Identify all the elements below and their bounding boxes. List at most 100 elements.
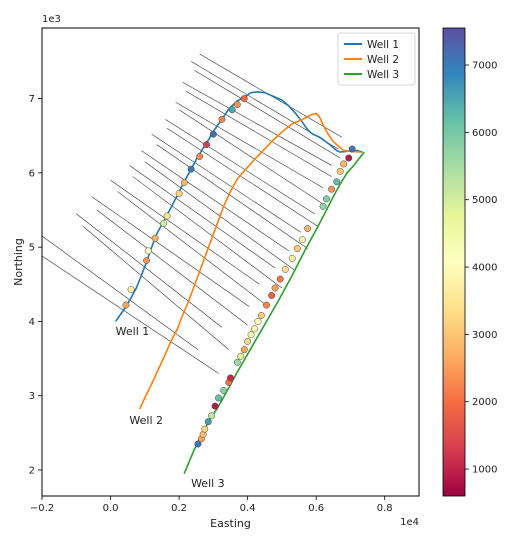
y-tick-label: 2 <box>29 466 35 477</box>
well3-marker <box>251 325 258 333</box>
x-tick-label: 0.6 <box>308 503 324 514</box>
cross-line <box>110 180 260 285</box>
cross-line <box>76 213 223 328</box>
well1-marker <box>228 106 236 114</box>
well1-marker <box>144 247 152 255</box>
well3-marker <box>194 440 202 448</box>
colorbar-tick-label: 5000 <box>472 195 497 206</box>
x-tick-label: 0.8 <box>377 503 393 514</box>
well3-marker <box>271 284 279 292</box>
plot-area-frame <box>41 27 420 497</box>
colorbar-tick-label: 4000 <box>472 263 497 274</box>
well3-marker <box>204 418 212 426</box>
colorbar-tick-label: 3000 <box>472 330 497 341</box>
well1-marker <box>127 286 135 293</box>
x-tick-label: 0.4 <box>240 503 256 514</box>
well1-marker <box>240 95 248 103</box>
well3-marker <box>323 195 330 203</box>
well3-marker <box>336 167 344 175</box>
y-tick-label: 3 <box>29 391 35 402</box>
well3-marker <box>201 425 209 433</box>
well3-marker <box>288 254 296 262</box>
well3-marker <box>328 185 336 193</box>
cross-line <box>165 119 315 214</box>
cross-line <box>129 165 276 269</box>
colorbar-tick-label: 6000 <box>472 128 497 139</box>
colorbar <box>442 27 466 497</box>
well3-marker <box>281 265 289 273</box>
well1-marker <box>203 141 210 149</box>
y-tick-label: 4 <box>29 317 35 328</box>
well3-marker <box>348 145 356 153</box>
x-tick-label: 0.2 <box>171 503 187 514</box>
cross-line-group <box>41 53 343 374</box>
well3-marker <box>304 225 312 233</box>
well3-marker <box>340 160 348 168</box>
colorbar-tick-label: 1000 <box>472 465 497 476</box>
legend-label: Well 3 <box>367 69 399 81</box>
well3-marker <box>299 236 306 244</box>
well1-marker <box>187 165 195 173</box>
cross-line <box>175 102 324 188</box>
cross-line <box>132 176 283 289</box>
x-tick-label: 0.0 <box>103 503 119 514</box>
well3-marker <box>211 402 219 410</box>
legend: Well 1 Well 2 Well 3 <box>337 32 416 86</box>
x-tick-label: −0.2 <box>30 503 54 514</box>
cross-line <box>156 144 308 249</box>
cross-line <box>96 209 248 326</box>
colorbar-tick-label: 7000 <box>472 61 497 72</box>
cross-line <box>41 255 219 374</box>
y-tick-label: 6 <box>29 168 35 179</box>
x-axis: −0.2 0.0 0.2 0.4 0.6 0.8 <box>30 496 393 514</box>
well3-marker <box>319 202 327 210</box>
well-label: Well 3 <box>191 477 225 490</box>
y-axis-label: Northing <box>12 238 25 286</box>
x-axis-label: Easting <box>210 517 251 530</box>
well3-marker <box>333 178 341 186</box>
well1-marker <box>196 153 204 160</box>
well3-marker <box>215 394 222 402</box>
cross-line <box>166 128 319 227</box>
well3-marker <box>244 338 252 345</box>
well1-marker <box>209 130 217 138</box>
legend-label: Well 2 <box>367 54 399 66</box>
well3-marker <box>257 312 265 319</box>
well3-marker <box>247 331 255 339</box>
cross-line <box>151 133 301 233</box>
well1-marker <box>122 301 130 309</box>
well3-marker <box>227 374 234 382</box>
cross-line <box>82 226 229 350</box>
well3-marker <box>240 346 248 354</box>
series-line-well-2 <box>138 112 361 410</box>
well1-marker <box>160 219 168 227</box>
well1-marker <box>233 101 241 108</box>
legend-box <box>337 32 416 86</box>
well1-marker <box>163 212 171 220</box>
well3-marker <box>208 412 216 420</box>
colorbar-tick-label: 2000 <box>472 397 497 408</box>
legend-label: Well 1 <box>367 39 399 51</box>
y-tick-label: 5 <box>29 243 35 254</box>
well3-marker <box>268 291 276 299</box>
well-label: Well 2 <box>129 414 163 427</box>
y-axis-offset-label: 1e3 <box>42 14 61 25</box>
well3-marker <box>345 154 353 162</box>
well3-marker <box>293 245 301 253</box>
well3-marker <box>233 358 241 366</box>
well1-marker <box>180 179 188 186</box>
marker-group <box>122 95 356 448</box>
cross-line <box>91 196 250 307</box>
y-tick-label: 7 <box>29 94 35 105</box>
cross-line <box>178 109 327 207</box>
well3-marker <box>237 352 245 360</box>
cross-line <box>41 235 199 350</box>
cross-line <box>141 150 289 252</box>
well1-marker <box>143 257 150 264</box>
well3-marker <box>276 275 284 283</box>
colorbar-ticks: 1000 2000 3000 4000 5000 6000 7000 <box>465 61 497 476</box>
cross-line <box>182 81 332 166</box>
well-label: Well 1 <box>116 325 150 338</box>
series-line-well-3 <box>183 151 365 475</box>
